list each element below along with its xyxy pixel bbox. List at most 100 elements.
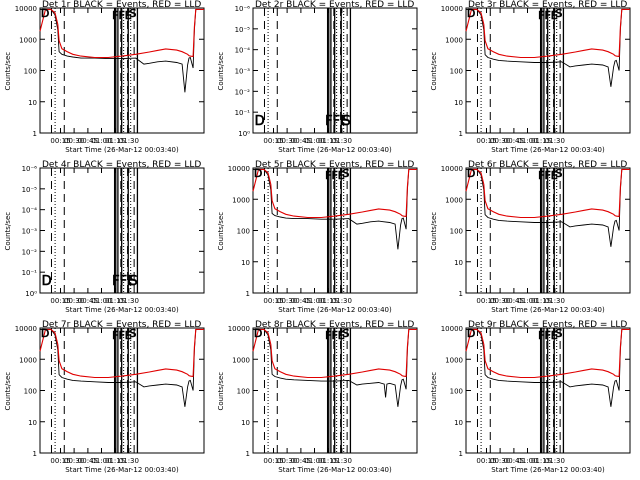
y-tick-label: 10000 <box>228 165 250 173</box>
panel-title: Det 5r BLACK = Events, RED = LLD <box>255 160 414 170</box>
y-tick-label: 100 <box>237 388 250 396</box>
event-annotation-ffe: FFE <box>112 9 132 22</box>
y-axis-label: Counts/sec <box>430 212 438 251</box>
y-tick-label: 1 <box>459 130 463 138</box>
x-tick-label: 01:30 <box>545 137 565 145</box>
x-tick-label: 01:15 <box>531 297 551 305</box>
panel-2r: Det 2r BLACK = Events, RED = LLD Counts/s… <box>217 0 418 154</box>
x-tick-label: 00:30 <box>490 457 510 465</box>
x-tick-label: 01:30 <box>332 137 352 145</box>
x-tick-label: 00:15 <box>50 297 70 305</box>
y-tick-label: 1 <box>33 130 37 138</box>
y-tick-label: 100 <box>450 388 463 396</box>
panel-6r: Det 6r BLACK = Events, RED = LLD Counts/s… <box>430 160 631 314</box>
series-events-line <box>253 328 417 407</box>
panel-title: Det 1r BLACK = Events, RED = LLD <box>42 0 201 10</box>
x-tick-label: 01:30 <box>332 297 352 305</box>
event-annotation-s: S <box>342 167 349 180</box>
x-tick-label: 01:00 <box>91 137 111 145</box>
series-lld-line <box>465 328 630 379</box>
y-tick-label: 10⁻⁵ <box>235 26 251 34</box>
x-tick-label: 01:30 <box>545 297 565 305</box>
y-tick-label: 10000 <box>441 165 463 173</box>
x-tick-label: 01:00 <box>517 137 537 145</box>
panel-8r: Det 8r BLACK = Events, RED = LLD Counts/s… <box>217 320 418 474</box>
x-tick-label: 00:30 <box>277 297 297 305</box>
y-tick-label: 10 <box>28 419 37 427</box>
y-tick-label: 1000 <box>19 36 37 44</box>
y-tick-label: 1 <box>33 450 37 458</box>
x-tick-label: 01:15 <box>531 137 551 145</box>
panel-4r: Det 4r BLACK = Events, RED = LLD Counts/s… <box>4 160 205 314</box>
x-tick-label: 01:00 <box>517 297 537 305</box>
event-annotation-ffe: FFE <box>325 114 348 129</box>
x-tick-label: 00:15 <box>50 137 70 145</box>
series-events-line <box>40 328 204 407</box>
y-tick-label: 100 <box>450 68 463 76</box>
y-tick-label: 10⁻³ <box>235 68 251 76</box>
y-tick-label: 10 <box>241 259 250 267</box>
y-tick-label: 1000 <box>445 36 463 44</box>
x-tick-label: 01:15 <box>318 137 338 145</box>
x-axis-label: Start Time (26-Mar-12 00:03:40) <box>65 466 179 474</box>
x-tick-label: 01:00 <box>517 457 537 465</box>
series-events-line <box>466 168 630 247</box>
x-tick-label: 00:15 <box>476 457 496 465</box>
x-tick-label: 00:45 <box>504 457 524 465</box>
panel-1r: Det 1r BLACK = Events, RED = LLD Counts/s… <box>4 0 205 154</box>
x-axis-label: Start Time (26-Mar-12 00:03:40) <box>65 146 179 154</box>
x-tick-label: 00:30 <box>277 457 297 465</box>
y-tick-label: 1 <box>246 290 250 298</box>
event-annotation-d: D <box>42 274 52 289</box>
panel-3r: Det 3r BLACK = Events, RED = LLD Counts/s… <box>430 0 631 154</box>
x-axis-label: Start Time (26-Mar-12 00:03:40) <box>65 306 179 314</box>
x-axis-label: Start Time (26-Mar-12 00:03:40) <box>491 306 605 314</box>
x-tick-label: 01:15 <box>105 137 125 145</box>
y-tick-label: 10000 <box>15 325 37 333</box>
series-lld-line <box>252 328 417 379</box>
y-tick-label: 10⁻¹ <box>22 269 38 277</box>
y-axis-label: Counts/sec <box>430 52 438 91</box>
y-tick-label: 10⁻⁶ <box>235 5 251 13</box>
event-annotation-ffe: FFE <box>538 9 558 22</box>
x-tick-label: 00:15 <box>476 297 496 305</box>
event-annotation-s: S <box>555 7 562 20</box>
series-lld-line <box>39 8 204 59</box>
y-tick-label: 1 <box>246 450 250 458</box>
y-axis-label: Counts/sec <box>4 372 12 411</box>
event-annotation-s: S <box>555 167 562 180</box>
x-tick-label: 00:15 <box>263 457 283 465</box>
x-tick-label: 00:30 <box>64 457 84 465</box>
event-annotation-d: D <box>254 327 262 340</box>
event-annotation-s: S <box>129 274 137 289</box>
x-axis-label: Start Time (26-Mar-12 00:03:40) <box>278 146 392 154</box>
y-tick-label: 10⁻⁵ <box>22 186 38 194</box>
event-annotation-s: S <box>129 327 136 340</box>
event-annotation-d: D <box>467 327 475 340</box>
x-tick-label: 01:00 <box>91 457 111 465</box>
y-axis-label: Counts/sec <box>217 212 225 251</box>
x-tick-label: 01:15 <box>531 457 551 465</box>
y-tick-label: 100 <box>450 228 463 236</box>
x-tick-label: 01:15 <box>105 297 125 305</box>
event-annotation-d: D <box>41 7 49 20</box>
y-tick-label: 10000 <box>441 325 463 333</box>
event-annotation-d: D <box>255 114 265 129</box>
y-tick-label: 10⁻² <box>22 248 38 256</box>
x-tick-label: 00:30 <box>64 297 84 305</box>
y-tick-label: 10⁻⁴ <box>22 207 38 215</box>
y-tick-label: 1000 <box>232 196 250 204</box>
event-annotation-s: S <box>129 7 136 20</box>
y-axis-label: Counts/sec <box>217 372 225 411</box>
y-tick-label: 100 <box>24 388 37 396</box>
x-tick-label: 00:15 <box>50 457 70 465</box>
panel-title: Det 4r BLACK = Events, RED = LLD <box>42 160 201 170</box>
y-tick-label: 10⁻² <box>235 88 251 96</box>
y-axis-label: Counts/sec <box>4 212 12 251</box>
x-tick-label: 00:45 <box>504 297 524 305</box>
event-annotation-s: S <box>342 114 350 129</box>
y-tick-label: 10 <box>28 99 37 107</box>
event-annotation-ffe: FFE <box>112 274 135 289</box>
y-tick-label: 10 <box>454 419 463 427</box>
x-tick-label: 00:45 <box>291 457 311 465</box>
